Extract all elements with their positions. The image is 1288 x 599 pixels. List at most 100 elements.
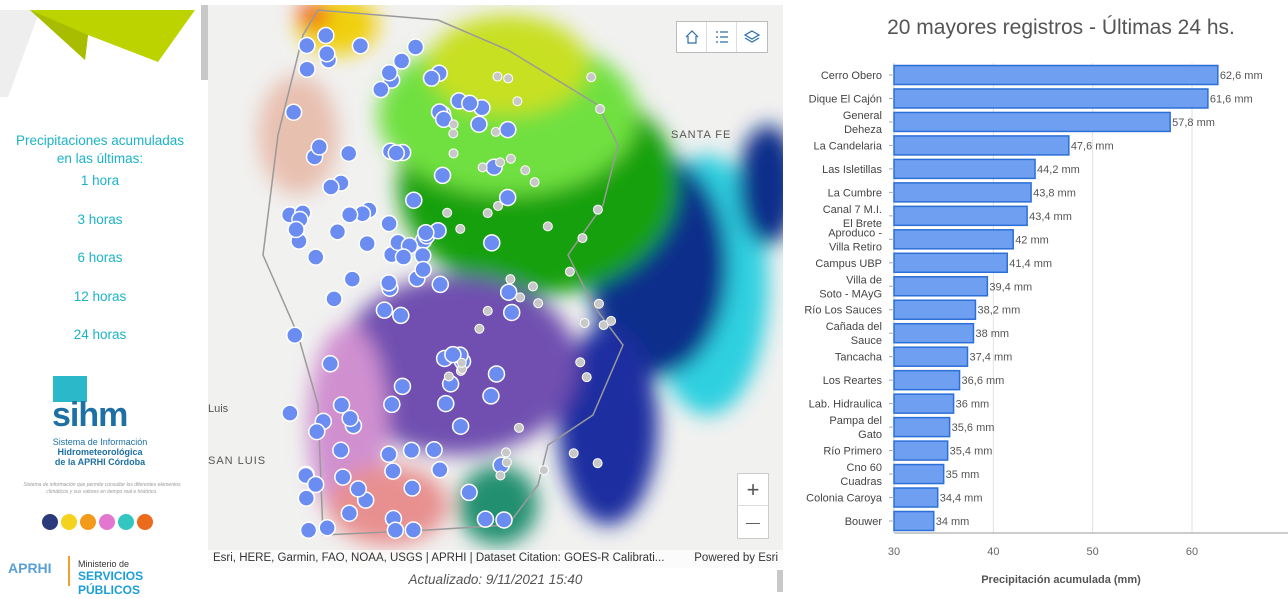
rain-station-marker[interactable] (328, 223, 347, 241)
rain-station-marker[interactable] (498, 188, 517, 207)
station-marker[interactable] (455, 223, 466, 234)
map-view[interactable]: SANTA FE SAN LUIS Luis + — Esri, HERE, G… (208, 5, 783, 568)
menu-item-24-horas[interactable]: 24 horas (73, 327, 127, 342)
bar[interactable] (893, 322, 975, 344)
zoom-in-button[interactable]: + (738, 474, 768, 506)
rain-station-marker[interactable] (297, 489, 316, 507)
rain-station-marker[interactable] (298, 60, 316, 78)
bar[interactable] (893, 135, 1070, 156)
bar[interactable] (893, 88, 1209, 109)
rain-station-marker[interactable] (383, 395, 401, 414)
rain-station-marker[interactable] (431, 461, 449, 479)
rain-station-marker[interactable] (317, 26, 335, 45)
station-marker[interactable] (448, 128, 459, 139)
rain-station-marker[interactable] (476, 510, 495, 528)
station-marker[interactable] (505, 274, 516, 285)
station-marker[interactable] (593, 298, 604, 309)
rain-station-marker[interactable] (334, 468, 352, 486)
rain-station-marker[interactable] (393, 377, 412, 396)
station-marker[interactable] (564, 266, 575, 277)
rain-station-marker[interactable] (332, 396, 351, 414)
attribution-text[interactable]: Esri, HERE, Garmin, FAO, NOAA, USGS | AP… (213, 552, 665, 564)
rain-station-marker[interactable] (287, 220, 305, 239)
legend-button[interactable] (707, 22, 737, 52)
bar[interactable] (893, 346, 969, 367)
station-marker[interactable] (595, 104, 606, 115)
rain-station-marker[interactable] (341, 409, 359, 428)
sidebar-scrollbar[interactable] (201, 5, 208, 80)
rain-station-marker[interactable] (299, 521, 318, 540)
powered-by-esri[interactable]: Powered by Esri (694, 552, 778, 564)
rain-station-marker[interactable] (386, 521, 405, 539)
rain-station-marker[interactable] (392, 306, 410, 325)
rain-station-marker[interactable] (325, 290, 343, 308)
station-marker[interactable] (482, 208, 493, 219)
rain-station-marker[interactable] (387, 144, 406, 162)
rain-station-marker[interactable] (332, 441, 350, 460)
rain-station-marker[interactable] (340, 205, 359, 224)
rain-station-marker[interactable] (482, 387, 500, 405)
bar[interactable] (893, 182, 1032, 203)
rain-station-marker[interactable] (460, 483, 478, 502)
station-marker[interactable] (527, 281, 538, 292)
station-marker[interactable] (515, 292, 526, 303)
station-marker[interactable] (606, 315, 617, 326)
station-marker[interactable] (512, 96, 523, 107)
station-marker[interactable] (533, 298, 544, 309)
bar[interactable] (893, 487, 939, 508)
station-marker[interactable] (513, 422, 524, 433)
station-marker[interactable] (490, 126, 501, 137)
station-marker[interactable] (575, 357, 586, 368)
rain-station-marker[interactable] (444, 345, 462, 364)
rain-station-marker[interactable] (414, 260, 432, 279)
menu-item-12-horas[interactable]: 12 horas (73, 289, 127, 304)
layers-button[interactable] (737, 22, 767, 52)
rain-station-marker[interactable] (286, 326, 304, 344)
rain-station-marker[interactable] (380, 445, 398, 463)
rain-station-marker[interactable] (417, 223, 435, 242)
rain-station-marker[interactable] (403, 479, 421, 497)
bar[interactable] (893, 440, 949, 461)
rain-station-marker[interactable] (437, 394, 455, 413)
rain-station-marker[interactable] (461, 94, 479, 113)
bar[interactable] (893, 158, 1036, 180)
station-marker[interactable] (520, 165, 531, 176)
station-marker[interactable] (443, 371, 454, 382)
home-button[interactable] (677, 22, 707, 52)
station-marker[interactable] (456, 357, 467, 368)
station-marker[interactable] (442, 207, 453, 218)
rain-station-marker[interactable] (310, 138, 329, 156)
rain-station-marker[interactable] (431, 275, 450, 294)
rain-station-marker[interactable] (306, 475, 325, 494)
rain-station-marker[interactable] (284, 103, 303, 121)
station-marker[interactable] (577, 233, 588, 244)
station-marker[interactable] (474, 323, 485, 334)
menu-item-6-horas[interactable]: 6 horas (77, 250, 123, 265)
station-marker[interactable] (592, 204, 603, 215)
bar[interactable] (893, 229, 1014, 250)
station-marker[interactable] (501, 447, 511, 458)
map-scrollbar[interactable] (777, 570, 783, 592)
station-marker[interactable] (448, 119, 459, 130)
rain-station-marker[interactable] (318, 44, 336, 63)
rain-station-marker[interactable] (343, 270, 362, 288)
rain-station-marker[interactable] (351, 37, 370, 55)
bar[interactable] (893, 393, 955, 414)
menu-item-1-hora[interactable]: 1 hora (80, 173, 120, 188)
rain-station-marker[interactable] (451, 417, 470, 435)
rain-station-marker[interactable] (384, 462, 402, 480)
rain-station-marker[interactable] (372, 80, 390, 99)
rain-station-marker[interactable] (405, 191, 423, 209)
station-marker[interactable] (493, 200, 504, 211)
station-marker[interactable] (542, 221, 553, 232)
rain-station-marker[interactable] (470, 115, 488, 133)
rain-station-marker[interactable] (298, 36, 316, 55)
station-marker[interactable] (492, 71, 503, 82)
station-marker[interactable] (586, 72, 597, 83)
rain-station-marker[interactable] (502, 303, 521, 322)
rain-station-marker[interactable] (422, 69, 441, 87)
rain-station-marker[interactable] (380, 214, 398, 233)
bar[interactable] (893, 205, 1028, 227)
station-marker[interactable] (477, 162, 488, 173)
rain-station-marker[interactable] (340, 504, 359, 522)
